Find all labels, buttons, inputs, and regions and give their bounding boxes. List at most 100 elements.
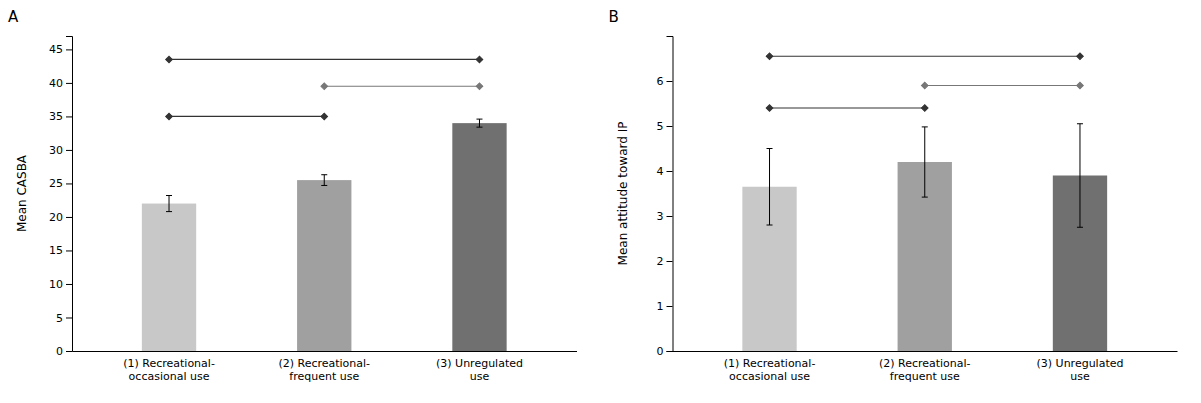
x-axis: (1) Recreational-occasional use (2) Recre…	[73, 352, 578, 384]
significance-line	[770, 56, 1080, 57]
tick-label: (1) Recreational-occasional use	[123, 357, 215, 383]
error-bar-line	[166, 196, 172, 212]
significance-line-group	[321, 83, 483, 90]
tick-label: 0	[56, 345, 63, 358]
significance-diamond	[766, 53, 773, 60]
significance-diamond	[476, 56, 483, 63]
tick: 2	[657, 255, 673, 268]
tick-label: 5	[56, 312, 63, 325]
significance-diamond	[476, 83, 483, 90]
tick-mark	[66, 351, 72, 352]
error-bar-line	[767, 149, 773, 226]
tick: (3) Unregulateduse	[436, 357, 523, 383]
error-bar-line	[1077, 124, 1083, 228]
tick-mark	[66, 284, 72, 285]
y-axis-title: Mean CASBA	[15, 154, 29, 232]
x-axis: (1) Recreational-occasional use (2) Recre…	[673, 352, 1178, 384]
tick-label: 3	[657, 210, 664, 223]
tick-label: 25	[49, 177, 63, 190]
tick-label: 40	[49, 77, 63, 90]
plot-area	[142, 56, 507, 351]
bar	[142, 204, 196, 351]
tick-label: 1	[657, 300, 664, 313]
significance-diamond	[166, 56, 173, 63]
tick: 6	[657, 75, 673, 88]
significance-line-group	[766, 53, 1083, 60]
significance-line	[770, 107, 925, 108]
significance-diamond	[1077, 53, 1084, 60]
significance-diamond	[766, 105, 773, 112]
y-axis-title: Mean attitude toward IP	[616, 122, 630, 266]
y-axis: 051015202530354045	[49, 37, 73, 359]
plot-area	[742, 53, 1107, 351]
tick: 40	[49, 77, 72, 90]
tick-mark	[667, 126, 673, 127]
tick-mark	[66, 150, 72, 151]
axis-line	[667, 37, 674, 352]
tick: 20	[49, 211, 72, 224]
error-bar	[476, 119, 482, 127]
significance-line-group	[166, 113, 328, 120]
tick: 15	[49, 244, 72, 257]
significance-diamond	[321, 113, 328, 120]
bar	[297, 180, 351, 351]
significance-diamond	[321, 83, 328, 90]
tick: 5	[56, 312, 72, 325]
error-bar-line	[922, 127, 928, 197]
tick: 1	[657, 300, 673, 313]
tick-label: 6	[657, 75, 664, 88]
tick-label: 15	[49, 244, 63, 257]
tick: 25	[49, 177, 72, 190]
tick-label: 35	[49, 110, 63, 123]
tick-mark	[66, 116, 72, 117]
error-bar	[922, 127, 928, 197]
tick: 0	[657, 345, 673, 358]
tick-mark	[667, 306, 673, 307]
tick: 30	[49, 144, 72, 157]
significance-line	[925, 85, 1080, 86]
error-bar-line	[321, 175, 327, 186]
tick-label: 5	[657, 120, 664, 133]
axis-line	[66, 37, 73, 352]
tick-label: 10	[49, 278, 63, 291]
tick: (2) Recreational-frequent use	[278, 357, 370, 383]
tick-mark	[667, 171, 673, 172]
tick-mark	[66, 83, 72, 84]
y-axis: 0 1 2 3 4 5 6	[657, 37, 674, 359]
tick-label: 30	[49, 144, 63, 157]
tick-mark	[667, 351, 673, 352]
significance-line-group	[166, 56, 483, 63]
significance-diamond	[166, 113, 173, 120]
tick-label: 0	[657, 345, 664, 358]
error-bar	[1077, 124, 1083, 228]
error-bar	[321, 175, 327, 186]
error-bar	[767, 149, 773, 226]
panel: 051015202530354045(1) Recreational-occas…	[8, 8, 577, 383]
tick-label: 20	[49, 211, 63, 224]
tick-label: (1) Recreational-occasional use	[724, 357, 816, 383]
tick: 0	[56, 345, 72, 358]
significance-line	[324, 86, 479, 87]
tick-mark	[66, 49, 72, 50]
tick-mark	[66, 217, 72, 218]
tick-mark	[667, 216, 673, 217]
bar	[452, 123, 506, 351]
error-bar	[166, 196, 172, 212]
tick-label: (2) Recreational-frequent use	[879, 357, 971, 383]
tick: (3) Unregulateduse	[1036, 357, 1123, 383]
tick: 5	[657, 120, 673, 133]
tick-mark	[66, 317, 72, 318]
tick-mark	[667, 261, 673, 262]
panel: 0 1 2 3 4 5 6 (1) Recreational-occasional use (2…	[609, 8, 1178, 383]
tick-mark	[66, 250, 72, 251]
panel-label: B	[609, 8, 619, 26]
axis-line	[673, 351, 1178, 352]
tick: 3	[657, 210, 673, 223]
significance-diamond	[1077, 82, 1084, 89]
tick-mark	[667, 81, 673, 82]
tick-label: 4	[657, 165, 664, 178]
significance-line	[169, 59, 479, 60]
significance-line-group	[921, 82, 1083, 89]
significance-line-group	[766, 105, 928, 112]
tick-label: 2	[657, 255, 664, 268]
